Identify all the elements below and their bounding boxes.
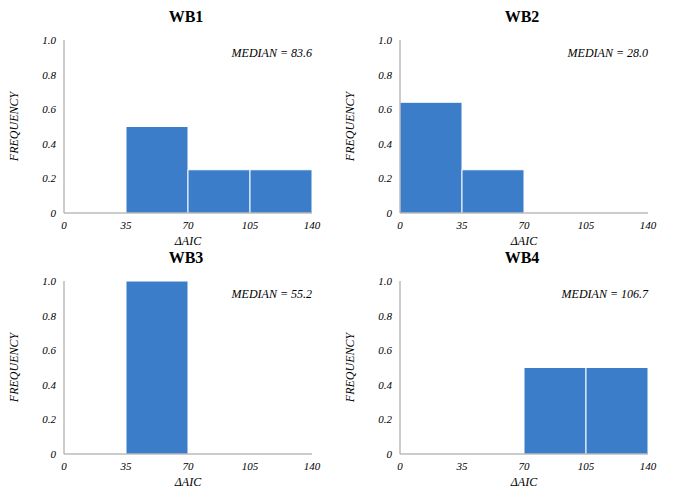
svg-text:0.2: 0.2 xyxy=(378,172,392,184)
svg-text:140: 140 xyxy=(304,219,321,231)
svg-text:105: 105 xyxy=(578,460,595,472)
html-text:MEDIAN = 83.6: MEDIAN = 83.6 xyxy=(231,46,312,60)
svg-text:0.8: 0.8 xyxy=(42,69,56,81)
svg-text:35: 35 xyxy=(456,460,469,472)
svg-text:0: 0 xyxy=(387,207,393,219)
html-text:WB3: WB3 xyxy=(168,249,204,266)
svg-text:0.4: 0.4 xyxy=(42,379,56,391)
svg-text:0: 0 xyxy=(397,219,403,231)
svg-text:0.6: 0.6 xyxy=(42,344,56,356)
svg-text:0: 0 xyxy=(61,219,67,231)
svg-text:1.0: 1.0 xyxy=(378,34,392,46)
svg-text:0.4: 0.4 xyxy=(378,138,392,150)
svg-text:0.6: 0.6 xyxy=(378,103,392,115)
svg-text:ΔAIC: ΔAIC xyxy=(174,234,202,248)
html-text:MEDIAN = 106.7: MEDIAN = 106.7 xyxy=(561,287,648,301)
svg-text:140: 140 xyxy=(304,460,321,472)
svg-text:0: 0 xyxy=(51,207,57,219)
svg-text:0.2: 0.2 xyxy=(378,413,392,425)
svg-text:105: 105 xyxy=(242,460,259,472)
svg-text:0: 0 xyxy=(397,460,403,472)
svg-text:70: 70 xyxy=(519,460,531,472)
svg-text:0.4: 0.4 xyxy=(42,138,56,150)
html-text:WB2: WB2 xyxy=(504,8,540,25)
svg-text:0: 0 xyxy=(61,460,67,472)
svg-text:ΔAIC: ΔAIC xyxy=(174,475,202,489)
svg-text:1.0: 1.0 xyxy=(42,34,56,46)
svg-text:FREQUENCY: FREQUENCY xyxy=(344,91,357,163)
svg-text:0: 0 xyxy=(51,448,57,460)
svg-text:0.4: 0.4 xyxy=(378,379,392,391)
svg-text:ΔAIC: ΔAIC xyxy=(510,475,538,489)
svg-text:FREQUENCY: FREQUENCY xyxy=(8,91,21,163)
svg-text:0.8: 0.8 xyxy=(42,310,56,322)
svg-text:FREQUENCY: FREQUENCY xyxy=(344,332,357,404)
svg-text:35: 35 xyxy=(120,460,133,472)
svg-text:0.2: 0.2 xyxy=(42,172,56,184)
html-text:WB1: WB1 xyxy=(168,8,204,25)
svg-text:0.8: 0.8 xyxy=(378,69,392,81)
svg-text:105: 105 xyxy=(578,219,595,231)
html-text:WB4: WB4 xyxy=(504,249,540,266)
html-text:MEDIAN = 28.0: MEDIAN = 28.0 xyxy=(567,46,648,60)
svg-text:1.0: 1.0 xyxy=(42,275,56,287)
svg-text:140: 140 xyxy=(640,460,657,472)
svg-text:105: 105 xyxy=(242,219,259,231)
svg-text:70: 70 xyxy=(183,219,195,231)
svg-text:FREQUENCY: FREQUENCY xyxy=(8,332,21,404)
svg-text:35: 35 xyxy=(120,219,133,231)
svg-text:ΔAIC: ΔAIC xyxy=(510,234,538,248)
svg-text:0: 0 xyxy=(387,448,393,460)
svg-text:1.0: 1.0 xyxy=(378,275,392,287)
svg-text:0.2: 0.2 xyxy=(42,413,56,425)
html-text:MEDIAN = 55.2: MEDIAN = 55.2 xyxy=(231,287,312,301)
svg-text:70: 70 xyxy=(183,460,195,472)
svg-text:0.6: 0.6 xyxy=(42,103,56,115)
svg-text:70: 70 xyxy=(519,219,531,231)
svg-text:0.8: 0.8 xyxy=(378,310,392,322)
svg-text:140: 140 xyxy=(640,219,657,231)
svg-text:35: 35 xyxy=(456,219,469,231)
svg-text:0.6: 0.6 xyxy=(378,344,392,356)
